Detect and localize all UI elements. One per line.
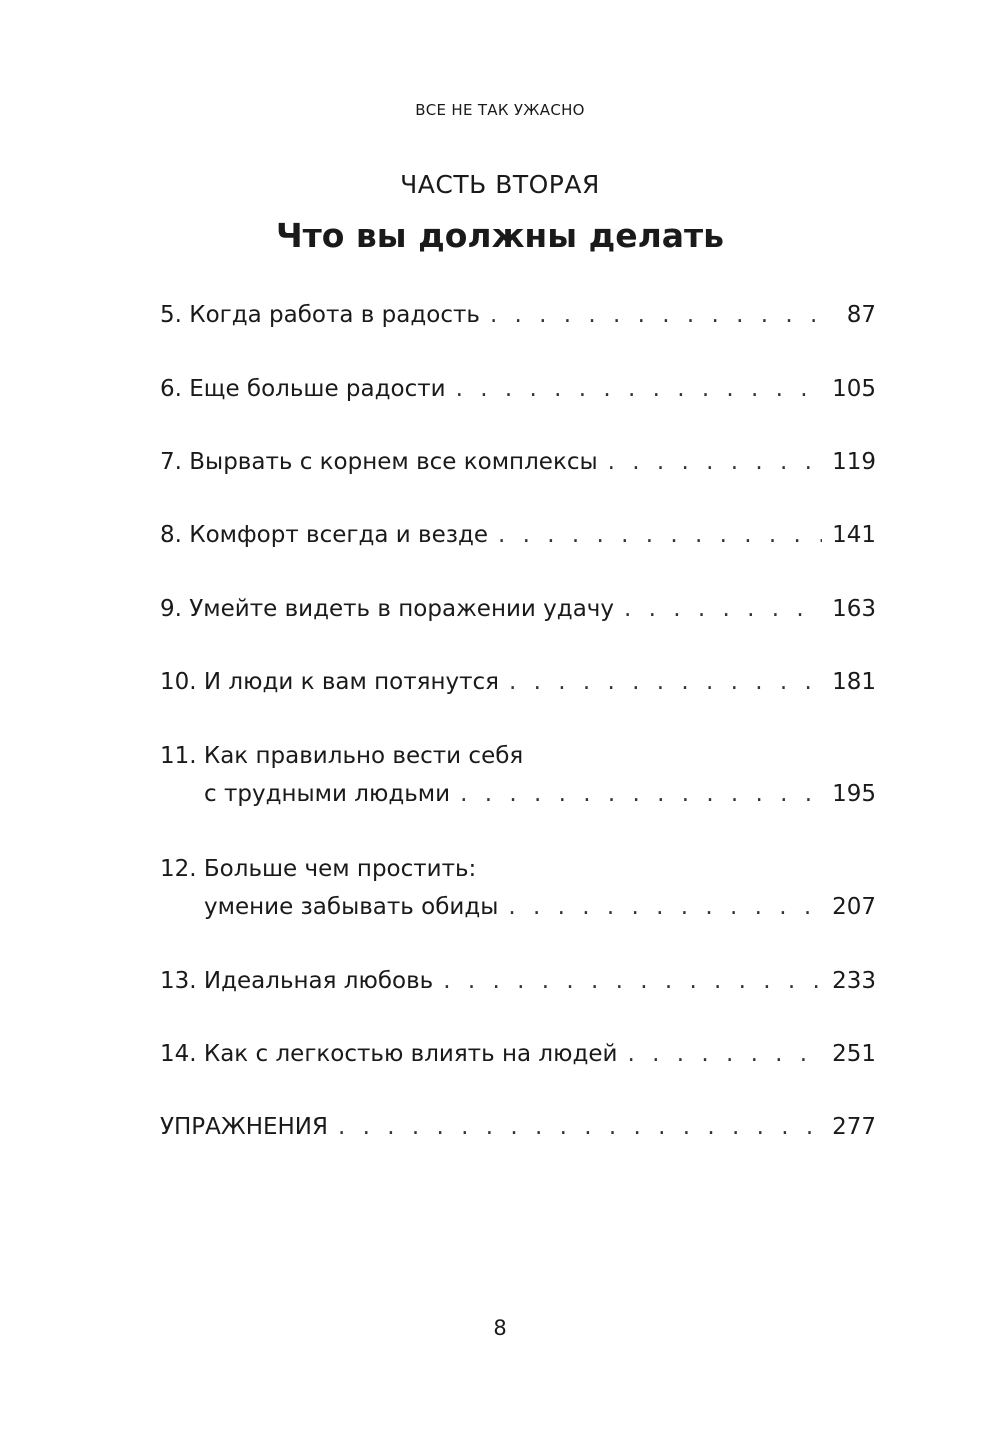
entry-title-cont: с трудными людьми [204, 781, 451, 807]
part-title: Что вы должны делать [275, 216, 725, 255]
toc-entry[interactable]: 12. Больше чем простить: умение забывать … [160, 856, 876, 932]
leader-dots [490, 302, 837, 328]
leader-dots [498, 522, 822, 548]
part-label: ЧАСТЬ ВТОРАЯ [400, 170, 600, 199]
entry-title: 10. И люди к вам потянутся [160, 669, 500, 695]
entry-title: 9. Умейте видеть в поражении удачу [160, 596, 614, 622]
toc-entry[interactable]: 9. Умейте видеть в поражении удачу 163 [160, 596, 876, 634]
leader-dots [338, 1114, 822, 1140]
leader-dots [624, 596, 822, 622]
toc-entry[interactable]: 14. Как с легкостью влиять на людей 251 [160, 1041, 876, 1079]
entry-page: 207 [832, 894, 876, 920]
entry-title: 12. Больше чем простить: [160, 856, 477, 882]
entry-title: 13. Идеальная любовь [160, 968, 434, 994]
leader-dots [456, 376, 823, 402]
toc-entry[interactable]: 6. Еще больше радости 105 [160, 376, 876, 414]
entry-page: 195 [832, 781, 876, 807]
entry-title: 11. Как правильно вести себя [160, 743, 524, 769]
leader-dots [460, 781, 822, 807]
entry-title: 6. Еще больше радости [160, 376, 446, 402]
entry-page: 251 [832, 1041, 876, 1067]
entry-title: 5. Когда работа в радость [160, 302, 480, 328]
leader-dots [508, 894, 822, 920]
entry-page: 277 [832, 1114, 876, 1140]
entry-page: 181 [832, 669, 876, 695]
entry-page: 105 [832, 376, 876, 402]
page-number: 8 [493, 1316, 507, 1340]
entry-page: 119 [832, 449, 876, 475]
entry-title: 14. Как с легкостью влиять на людей [160, 1041, 618, 1067]
entry-page: 141 [832, 522, 876, 548]
entry-title: 8. Комфорт всегда и везде [160, 522, 489, 548]
toc-entry[interactable]: 8. Комфорт всегда и везде 141 [160, 522, 876, 560]
leader-dots [627, 1041, 822, 1067]
entry-title: 7. Вырвать с корнем все комплексы [160, 449, 598, 475]
toc-entry[interactable]: 5. Когда работа в радость 87 [160, 302, 876, 340]
leader-dots [509, 669, 822, 695]
leader-dots [443, 968, 822, 994]
toc-entry[interactable]: 10. И люди к вам потянутся 181 [160, 669, 876, 707]
toc-entry[interactable]: УПРАЖНЕНИЯ 277 [160, 1114, 876, 1152]
leader-dots [608, 449, 822, 475]
toc-entry[interactable]: 13. Идеальная любовь 233 [160, 968, 876, 1006]
running-head: ВСЕ НЕ ТАК УЖАСНО [415, 101, 585, 119]
entry-page: 233 [832, 968, 876, 994]
entry-title: УПРАЖНЕНИЯ [160, 1114, 328, 1140]
entry-page: 87 [846, 302, 876, 328]
toc-entry[interactable]: 11. Как правильно вести себя с трудными л… [160, 743, 876, 819]
toc-entry[interactable]: 7. Вырвать с корнем все комплексы 119 [160, 449, 876, 487]
entry-page: 163 [832, 596, 876, 622]
entry-title-cont: умение забывать обиды [204, 894, 499, 920]
